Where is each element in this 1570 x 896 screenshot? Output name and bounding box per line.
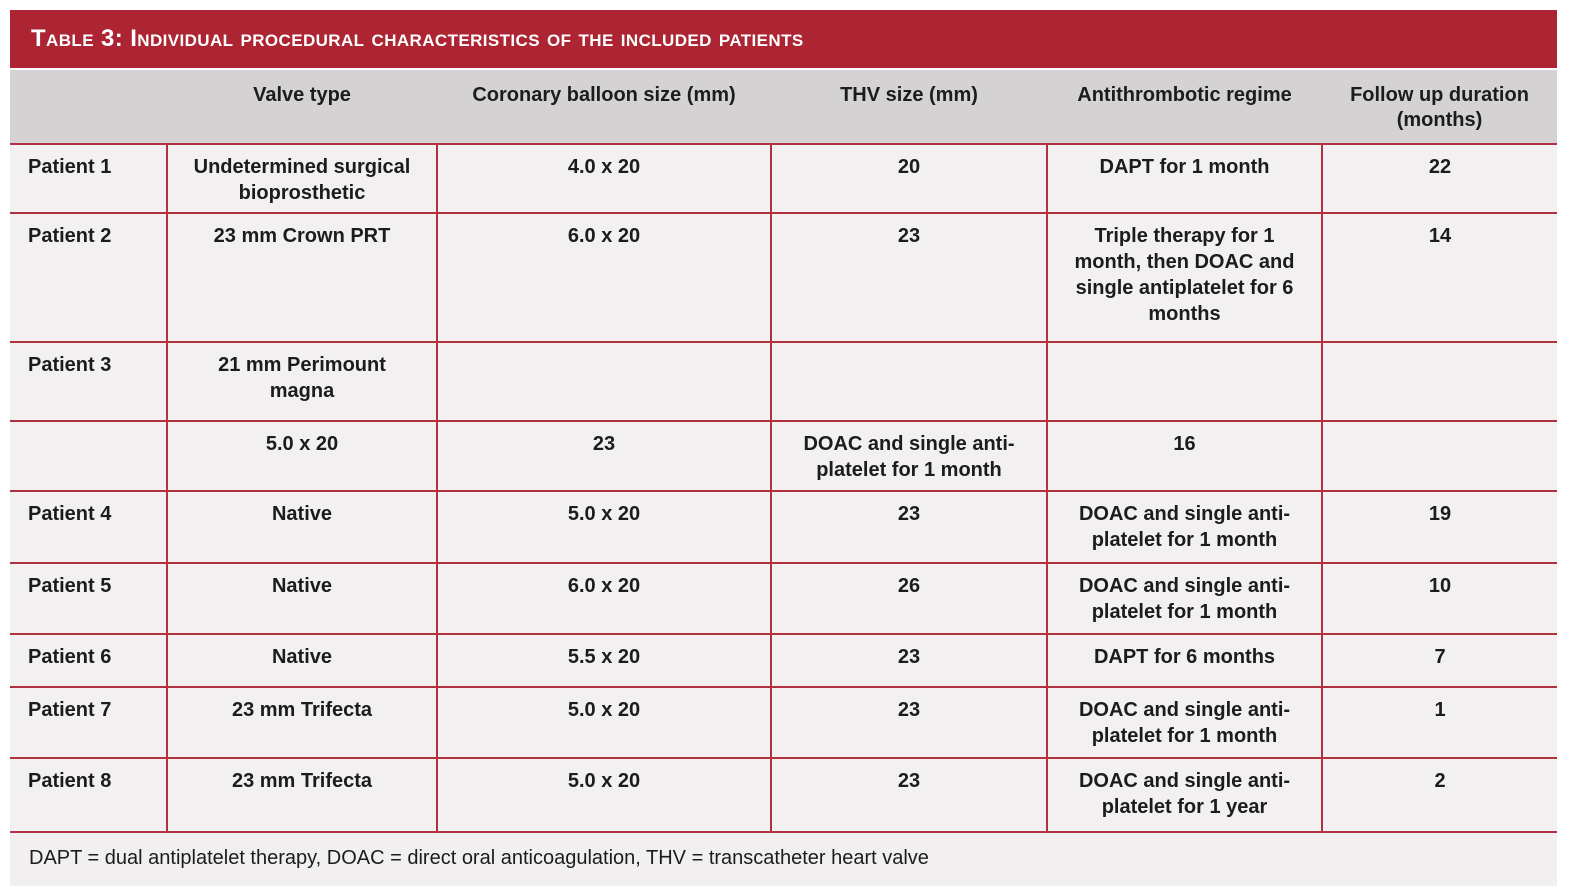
valve-type-cell: 23 mm Crown PRT <box>166 212 437 342</box>
balloon-size-cell: 5.0 x 20 <box>436 490 771 563</box>
column-header-row: Valve type Coronary balloon size (mm) TH… <box>10 70 1557 143</box>
valve-type-cell: Native <box>166 490 437 563</box>
thv-size-cell: 23 <box>770 490 1047 563</box>
valve-type-cell: Undetermined surgical bioprosthetic <box>166 143 437 213</box>
thv-size-cell: 23 <box>770 633 1047 687</box>
patient-label-cell: Patient 3 <box>10 341 167 421</box>
table-row: Patient 3 21 mm Perimount magna <box>10 341 1557 421</box>
thv-size-cell: 23 <box>770 212 1047 342</box>
antithrombotic-cell: DOAC and single anti-platelet for 1 mont… <box>1046 562 1322 634</box>
column-header-patient <box>10 70 167 143</box>
valve-type-cell: 21 mm Perimount magna <box>166 341 437 421</box>
patient-label-cell: Patient 1 <box>10 143 167 213</box>
column-header-follow-up-duration: Follow up duration (months) <box>1350 84 1529 131</box>
antithrombotic-cell: DOAC and single anti-platelet for 1 mont… <box>1046 490 1322 563</box>
table-row: Patient 5 Native 6.0 x 20 26 DOAC and si… <box>10 562 1557 634</box>
valve-type-cell: 5.0 x 20 <box>166 420 437 491</box>
thv-size-cell: 20 <box>770 143 1047 213</box>
table-row: Patient 2 23 mm Crown PRT 6.0 x 20 23 Tr… <box>10 212 1557 342</box>
table-row-continuation: 5.0 x 20 23 DOAC and single anti-platele… <box>10 420 1557 491</box>
column-header-thv-size: THV size (mm) <box>840 84 978 106</box>
table-row: Patient 6 Native 5.5 x 20 23 DAPT for 6 … <box>10 633 1557 687</box>
column-header-coronary-balloon-size: Coronary balloon size (mm) <box>472 84 736 106</box>
antithrombotic-cell: DOAC and single anti-platelet for 1 mont… <box>1046 686 1322 758</box>
patient-data-table: Patient 1 Undetermined surgical bioprost… <box>10 143 1557 833</box>
table-title: Table 3: Individual procedural character… <box>31 25 804 52</box>
thv-size-cell: DOAC and single anti-platelet for 1 mont… <box>770 420 1047 491</box>
patient-label-cell: Patient 8 <box>10 757 167 833</box>
thv-size-cell: 23 <box>770 686 1047 758</box>
antithrombotic-cell: DOAC and single anti-platelet for 1 year <box>1046 757 1322 833</box>
antithrombotic-cell: DAPT for 1 month <box>1046 143 1322 213</box>
balloon-size-cell: 5.5 x 20 <box>436 633 771 687</box>
table-row: Patient 8 23 mm Trifecta 5.0 x 20 23 DOA… <box>10 757 1557 833</box>
patient-label-cell <box>10 420 167 491</box>
patient-label-cell: Patient 6 <box>10 633 167 687</box>
thv-size-cell: 26 <box>770 562 1047 634</box>
thv-size-cell <box>770 341 1047 421</box>
follow-up-cell: 19 <box>1321 490 1557 563</box>
balloon-size-cell: 5.0 x 20 <box>436 686 771 758</box>
table-row: Patient 7 23 mm Trifecta 5.0 x 20 23 DOA… <box>10 686 1557 758</box>
antithrombotic-cell: DAPT for 6 months <box>1046 633 1322 687</box>
patient-label-cell: Patient 7 <box>10 686 167 758</box>
balloon-size-cell: 6.0 x 20 <box>436 212 771 342</box>
valve-type-cell: Native <box>166 562 437 634</box>
column-header-valve-type: Valve type <box>253 84 351 106</box>
table-row: Patient 4 Native 5.0 x 20 23 DOAC and si… <box>10 490 1557 563</box>
patient-label-cell: Patient 5 <box>10 562 167 634</box>
patient-label-cell: Patient 4 <box>10 490 167 563</box>
balloon-size-cell: 4.0 x 20 <box>436 143 771 213</box>
balloon-size-cell: 5.0 x 20 <box>436 757 771 833</box>
follow-up-cell <box>1321 341 1557 421</box>
follow-up-cell <box>1321 420 1557 491</box>
table-row: Patient 1 Undetermined surgical bioprost… <box>10 143 1557 213</box>
table-title-bar: Table 3: Individual procedural character… <box>10 10 1557 68</box>
follow-up-cell: 7 <box>1321 633 1557 687</box>
follow-up-cell: 1 <box>1321 686 1557 758</box>
valve-type-cell: 23 mm Trifecta <box>166 757 437 833</box>
thv-size-cell: 23 <box>770 757 1047 833</box>
valve-type-cell: 23 mm Trifecta <box>166 686 437 758</box>
follow-up-cell: 2 <box>1321 757 1557 833</box>
patient-label-cell: Patient 2 <box>10 212 167 342</box>
balloon-size-cell: 6.0 x 20 <box>436 562 771 634</box>
follow-up-cell: 14 <box>1321 212 1557 342</box>
follow-up-cell: 10 <box>1321 562 1557 634</box>
balloon-size-cell <box>436 341 771 421</box>
abbreviations-footnote: DAPT = dual antiplatelet therapy, DOAC =… <box>10 833 1557 886</box>
column-header-antithrombotic-regime: Antithrombotic regime <box>1077 84 1292 106</box>
antithrombotic-cell: 16 <box>1046 420 1322 491</box>
table-3: Table 3: Individual procedural character… <box>10 10 1557 886</box>
antithrombotic-cell: Triple therapy for 1 month, then DOAC an… <box>1046 212 1322 342</box>
balloon-size-cell: 23 <box>436 420 771 491</box>
valve-type-cell: Native <box>166 633 437 687</box>
antithrombotic-cell <box>1046 341 1322 421</box>
follow-up-cell: 22 <box>1321 143 1557 213</box>
